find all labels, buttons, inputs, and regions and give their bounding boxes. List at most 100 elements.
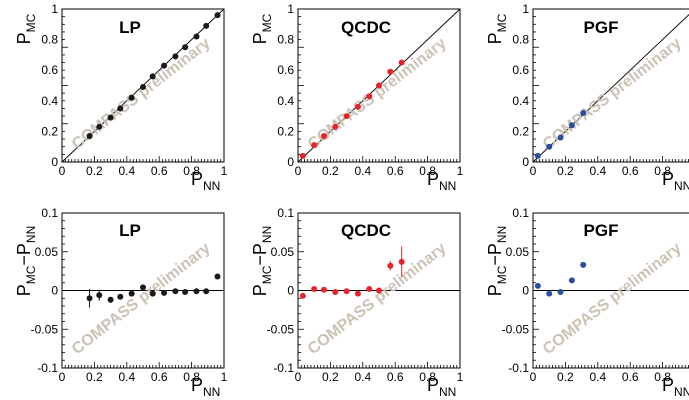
- panel-title: LP: [119, 18, 141, 37]
- data-point: [140, 84, 146, 91]
- data-point: [568, 277, 575, 284]
- data-point: [366, 93, 373, 100]
- panel-3: 0 0.2 0.4 0.6 0.800.20.40.60.81PGFPNNPMCCOMP…: [485, 2, 689, 193]
- data-point: [96, 123, 103, 130]
- watermark-text: COMPASS preliminary: [540, 240, 685, 358]
- data-point: [580, 110, 587, 117]
- x-tick-label: 0: [530, 370, 537, 384]
- data-point: [332, 123, 339, 130]
- y-tick-label: 0.4: [41, 94, 58, 108]
- data-point: [128, 290, 135, 297]
- x-tick-label: 1: [221, 370, 228, 384]
- data-point: [387, 262, 394, 269]
- data-point: [332, 289, 339, 296]
- x-tick-label: 0: [295, 370, 302, 384]
- data-point: [568, 122, 575, 129]
- data-point: [214, 12, 221, 19]
- x-tick-label: 0.2: [322, 370, 339, 384]
- x-tick-label: 1: [221, 164, 228, 178]
- data-point: [320, 286, 327, 293]
- y-axis-label-part: P: [14, 284, 34, 296]
- panel-title: PGF: [584, 221, 619, 240]
- y-tick-label: 0.2: [512, 124, 529, 138]
- x-axis-label-sub: NN: [674, 179, 689, 193]
- y-tick-label: 0.4: [512, 94, 529, 108]
- data-point: [398, 258, 405, 265]
- data-point: [343, 113, 350, 120]
- x-axis-label-sub: NN: [674, 385, 689, 399]
- x-tick-label: 0.8: [183, 164, 200, 178]
- data-point: [149, 73, 156, 80]
- x-tick-label: 0.4: [589, 370, 606, 384]
- x-tick-label: 0.8: [654, 164, 671, 178]
- y-tick-label: -0.05: [267, 322, 295, 336]
- y-tick-label: -0.1: [508, 361, 529, 375]
- panel-title: LP: [119, 221, 141, 240]
- x-tick-label: 0.2: [557, 370, 574, 384]
- x-tick-label: 0.2: [86, 164, 103, 178]
- y-tick-label: 0: [287, 155, 294, 169]
- x-tick-label: 0.2: [86, 370, 103, 384]
- data-point: [149, 290, 156, 297]
- data-point: [557, 289, 564, 296]
- figure: 0 0.2 0.4 0.6 0.8 100.20.40.60.81LPPNNPMCCOMP…: [14, 2, 689, 399]
- x-tick-label: 0.4: [354, 164, 371, 178]
- y-axis-label: PMC−PNN: [250, 226, 274, 297]
- data-point: [117, 105, 124, 112]
- y-axis-label: PMC: [14, 13, 38, 44]
- y-tick-label: 0.8: [512, 33, 529, 47]
- y-tick-label: -0.1: [37, 361, 58, 375]
- data-point: [580, 261, 587, 268]
- data-point: [203, 22, 210, 29]
- y-tick-label: 1: [287, 2, 294, 16]
- x-axis-label-main: P: [191, 375, 203, 395]
- x-axis-label: PNN: [191, 169, 220, 193]
- x-tick-label: 0.2: [322, 164, 339, 178]
- x-axis-label-sub: NN: [439, 179, 456, 193]
- y-axis-label-part: NN: [24, 226, 38, 243]
- y-tick-label: 0.05: [506, 245, 530, 259]
- data-point: [172, 53, 179, 60]
- x-tick-label: 0.4: [589, 164, 606, 178]
- data-point: [546, 290, 553, 297]
- y-tick-label: 0.8: [277, 33, 294, 47]
- y-axis-label: PMC: [485, 13, 509, 44]
- y-axis-label-part: P: [485, 284, 505, 296]
- data-point: [320, 132, 327, 139]
- data-point: [376, 82, 382, 89]
- y-tick-label: 1: [522, 2, 529, 16]
- y-axis-label-part: P: [250, 32, 270, 44]
- x-tick-label: 0.2: [557, 164, 574, 178]
- panel-5: 0 0.2 0.4 0.6 0.8 1-0.1-0.0500.050.1QCDCPNNPM…: [250, 206, 464, 399]
- y-tick-label: -0.05: [502, 322, 530, 336]
- y-tick-label: 0.4: [277, 94, 294, 108]
- x-tick-label: 0.6: [151, 164, 168, 178]
- panel-4: 0 0.2 0.4 0.6 0.8 1-0.1-0.0500.050.1LPPNNPMC−…: [14, 206, 228, 399]
- y-tick-label: 0.05: [35, 245, 59, 259]
- y-tick-label: 0.1: [41, 206, 58, 220]
- x-tick-label: 0.4: [118, 370, 135, 384]
- y-tick-label: 0: [51, 155, 58, 169]
- x-tick-label: 1: [457, 370, 464, 384]
- data-point: [534, 282, 541, 289]
- data-point: [214, 273, 221, 280]
- x-axis-label: PNN: [427, 169, 456, 193]
- x-axis-label-sub: NN: [203, 385, 220, 399]
- y-axis-label-part: NN: [495, 226, 509, 243]
- x-tick-label: 0.6: [387, 164, 404, 178]
- data-point: [311, 285, 318, 292]
- y-tick-label: 0.05: [271, 245, 295, 259]
- x-tick-label: 0.8: [654, 370, 671, 384]
- data-point: [376, 287, 382, 294]
- y-tick-label: 0.2: [41, 124, 58, 138]
- y-axis-label: PMC: [250, 13, 274, 44]
- x-tick-label: 0.6: [622, 370, 639, 384]
- y-tick-label: 0: [287, 284, 294, 298]
- x-tick-label: 0.6: [387, 370, 404, 384]
- x-axis-label: PNN: [662, 169, 689, 193]
- data-point: [387, 68, 394, 75]
- y-axis-label-part: MC: [260, 13, 274, 32]
- y-tick-label: 0: [522, 284, 529, 298]
- x-tick-label: 1: [457, 164, 464, 178]
